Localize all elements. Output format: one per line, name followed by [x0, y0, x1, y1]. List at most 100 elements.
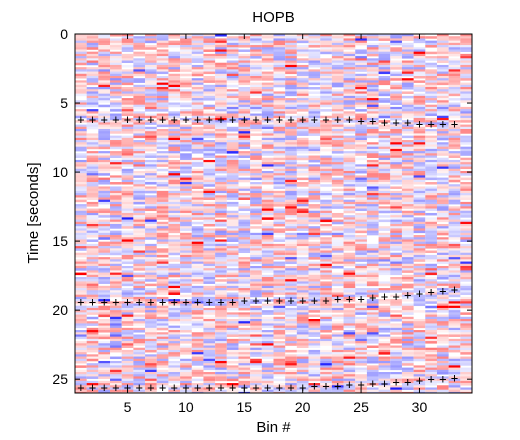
heatmap-cell — [98, 285, 111, 289]
heatmap-cell — [121, 252, 134, 256]
heatmap-cell — [460, 250, 472, 254]
heatmap-cell — [460, 257, 472, 260]
heatmap-cell — [285, 80, 297, 83]
heatmap-cell — [98, 263, 111, 267]
heatmap-cell — [110, 272, 122, 276]
heatmap-cell — [436, 239, 449, 242]
heatmap-cell — [436, 391, 449, 393]
heatmap-cell — [401, 385, 414, 388]
heatmap-cell — [156, 40, 169, 44]
heatmap-cell — [460, 142, 472, 145]
heatmap-cell — [425, 330, 437, 333]
heatmap-cell — [460, 75, 472, 79]
heatmap-cell — [86, 265, 99, 269]
heatmap-cell — [110, 243, 122, 247]
heatmap-cell — [296, 239, 309, 242]
heatmap-cell — [331, 102, 344, 105]
heatmap-cell — [261, 153, 274, 156]
heatmap-cell — [308, 391, 321, 393]
heatmap-cell — [250, 188, 262, 192]
heatmap-cell — [355, 374, 367, 377]
heatmap-cell — [460, 323, 472, 326]
heatmap-cell — [320, 257, 332, 260]
heatmap-cell — [75, 299, 87, 302]
heatmap-cell — [226, 164, 239, 167]
heatmap-cell — [226, 312, 239, 315]
heatmap-cell — [250, 190, 262, 194]
heatmap-cell — [133, 352, 146, 355]
heatmap-cell — [145, 372, 157, 375]
heatmap-cell — [180, 170, 192, 174]
heatmap-cell — [133, 115, 146, 119]
heatmap-cell — [203, 146, 216, 150]
heatmap-cell — [250, 272, 262, 276]
boundary-marker: + — [194, 113, 201, 127]
heatmap-cell — [331, 243, 344, 247]
heatmap-cell — [355, 40, 367, 44]
heatmap-cell — [308, 42, 321, 46]
heatmap-cell — [460, 226, 472, 229]
heatmap-cell — [448, 36, 461, 39]
heatmap-cell — [425, 228, 437, 231]
heatmap-cell — [355, 226, 367, 229]
heatmap-cell — [425, 51, 437, 55]
heatmap-cell — [320, 89, 332, 92]
heatmap-cell — [296, 45, 309, 48]
heatmap-cell — [203, 166, 216, 170]
heatmap-cell — [180, 316, 192, 320]
heatmap-cell — [145, 104, 157, 108]
heatmap-cell — [366, 175, 379, 178]
heatmap-cell — [436, 144, 449, 147]
heatmap-cell — [110, 345, 122, 349]
heatmap-cell — [436, 42, 449, 46]
heatmap-cell — [343, 146, 356, 150]
heatmap-cell — [285, 51, 297, 55]
heatmap-cell — [296, 142, 309, 145]
heatmap-cell — [203, 376, 216, 379]
heatmap-cell — [355, 208, 367, 212]
heatmap-cell — [191, 230, 204, 234]
heatmap-cell — [168, 330, 181, 333]
heatmap-cell — [343, 277, 356, 280]
heatmap-cell — [156, 380, 169, 384]
heatmap-cell — [366, 341, 379, 344]
heatmap-cell — [133, 294, 146, 298]
boundary-marker: + — [416, 117, 423, 131]
heatmap-cell — [378, 71, 391, 75]
heatmap-cell — [133, 151, 146, 154]
heatmap-cell — [436, 330, 449, 333]
heatmap-cell — [343, 56, 356, 59]
heatmap-cell — [436, 38, 449, 41]
heatmap-cell — [250, 51, 262, 55]
heatmap-cell — [180, 330, 192, 333]
heatmap-cell — [156, 248, 169, 251]
heatmap-cell — [261, 268, 274, 271]
heatmap-cell — [191, 294, 204, 298]
heatmap-cell — [378, 173, 391, 176]
heatmap-cell — [145, 153, 157, 156]
heatmap-cell — [250, 365, 262, 368]
heatmap-cell — [121, 219, 134, 223]
heatmap-cell — [156, 34, 169, 37]
heatmap-cell — [215, 360, 227, 364]
heatmap-cell — [86, 380, 99, 384]
heatmap-cell — [180, 62, 192, 66]
heatmap-cell — [238, 142, 251, 145]
heatmap-cell — [215, 254, 227, 258]
heatmap-cell — [436, 265, 449, 269]
heatmap-cell — [226, 62, 239, 66]
heatmap-cell — [261, 263, 274, 267]
heatmap-cell — [366, 153, 379, 156]
heatmap-cell — [250, 197, 262, 200]
heatmap-cell — [156, 122, 169, 125]
heatmap-cell — [343, 104, 356, 108]
heatmap-cell — [145, 89, 157, 92]
heatmap-cell — [98, 126, 111, 130]
heatmap-cell — [86, 345, 99, 349]
heatmap-cell — [121, 283, 134, 287]
heatmap-cell — [145, 274, 157, 278]
heatmap-cell — [145, 64, 157, 68]
heatmap-cell — [75, 58, 87, 61]
heatmap-cell — [86, 73, 99, 77]
heatmap-cell — [133, 338, 146, 342]
